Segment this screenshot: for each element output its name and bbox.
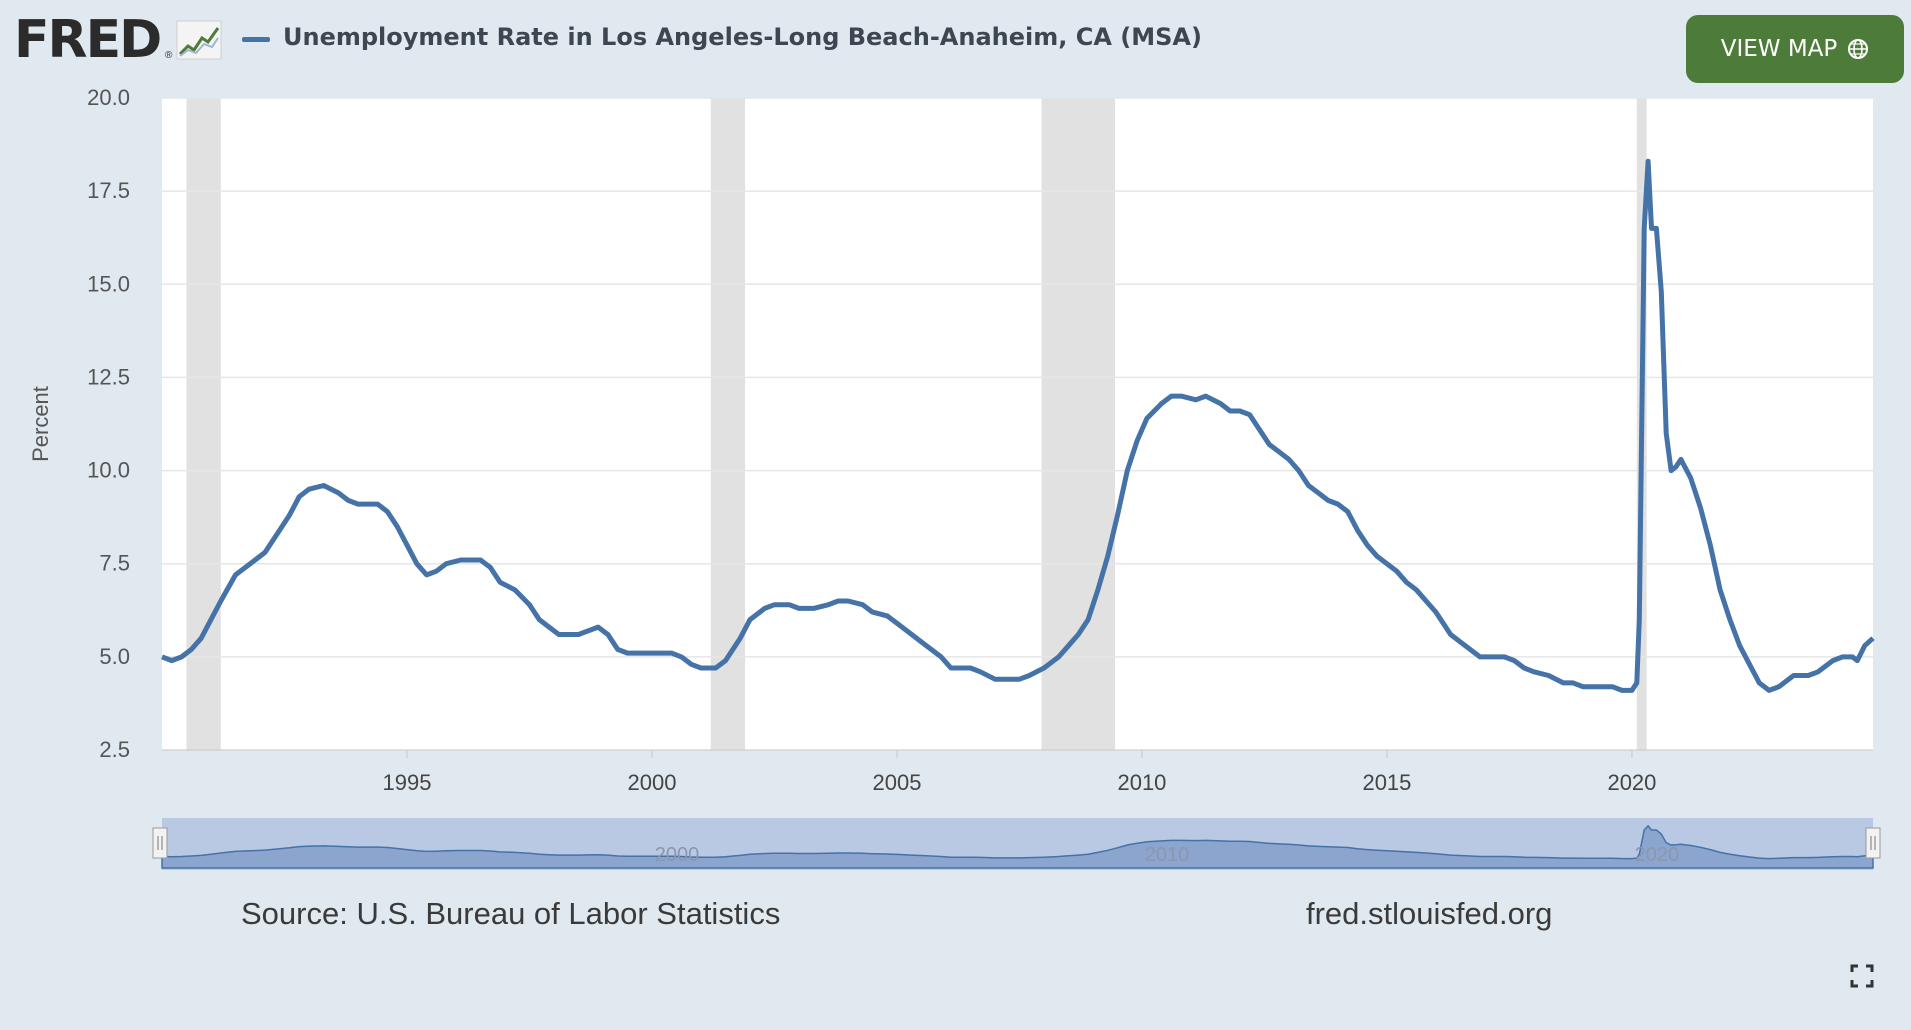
y-tick-label: 7.5 — [99, 551, 130, 576]
navigator[interactable]: 2000 2010 2020 — [152, 818, 1881, 870]
x-tick-label: 2015 — [1362, 770, 1411, 795]
x-tick-label: 1995 — [383, 770, 432, 795]
site-url[interactable]: fred.stlouisfed.org — [1306, 896, 1553, 931]
navigator-series-area — [161, 824, 1874, 869]
chart-header: FRED ® Unemployment Rate in Los Angeles-… — [0, 0, 1911, 90]
y-tick-label: 5.0 — [99, 644, 130, 669]
y-axis-ticks: 2.5 5.0 7.5 10.0 12.5 15.0 17.5 20.0 — [87, 85, 130, 762]
y-tick-label: 2.5 — [99, 737, 130, 762]
fullscreen-icon[interactable] — [1850, 964, 1874, 988]
x-tick-label: 2010 — [1117, 770, 1166, 795]
globe-icon — [1848, 39, 1869, 59]
fred-logo-registered-mark: ® — [165, 50, 173, 61]
navigator-right-handle[interactable] — [1865, 827, 1881, 859]
recession-band — [1041, 98, 1116, 750]
y-axis-label: Percent — [28, 386, 53, 462]
x-axis-ticks: 1995 2000 2005 2010 2015 2020 — [383, 750, 1656, 795]
view-map-label: VIEW MAP — [1720, 36, 1838, 62]
line-graph-icon — [176, 20, 222, 60]
recession-band — [710, 98, 746, 750]
navigator-year-label: 2000 — [655, 844, 700, 866]
navigator-year-label: 2020 — [1635, 844, 1680, 866]
y-tick-label: 10.0 — [87, 458, 130, 483]
chart-title[interactable]: Unemployment Rate in Los Angeles-Long Be… — [283, 23, 1202, 51]
view-map-button[interactable]: VIEW MAP — [1686, 15, 1904, 83]
y-tick-label: 12.5 — [87, 364, 130, 389]
x-tick-label: 2000 — [628, 770, 677, 795]
gridlines — [162, 97, 1873, 658]
series-legend-swatch — [242, 37, 270, 42]
navigator-left-handle[interactable] — [152, 827, 168, 859]
x-tick-label: 2005 — [872, 770, 921, 795]
navigator-year-label: 2010 — [1145, 844, 1190, 866]
series-line[interactable] — [161, 158, 1875, 693]
fred-logo[interactable]: FRED — [14, 10, 162, 70]
navigator-labels: 2000 2010 2020 — [655, 844, 1679, 866]
source-credit: Source: U.S. Bureau of Labor Statistics — [241, 896, 781, 931]
chart-svg: 2.55.07.510.012.515.017.520.0 1995 2000 20… — [28, 85, 1881, 870]
y-tick-label: 15.0 — [87, 271, 130, 296]
recession-band — [186, 98, 221, 750]
y-tick-label: 20.0 — [87, 85, 130, 110]
x-tick-label: 2020 — [1607, 770, 1656, 795]
plot-area — [162, 98, 1873, 750]
y-tick-label: 17.5 — [87, 178, 130, 203]
